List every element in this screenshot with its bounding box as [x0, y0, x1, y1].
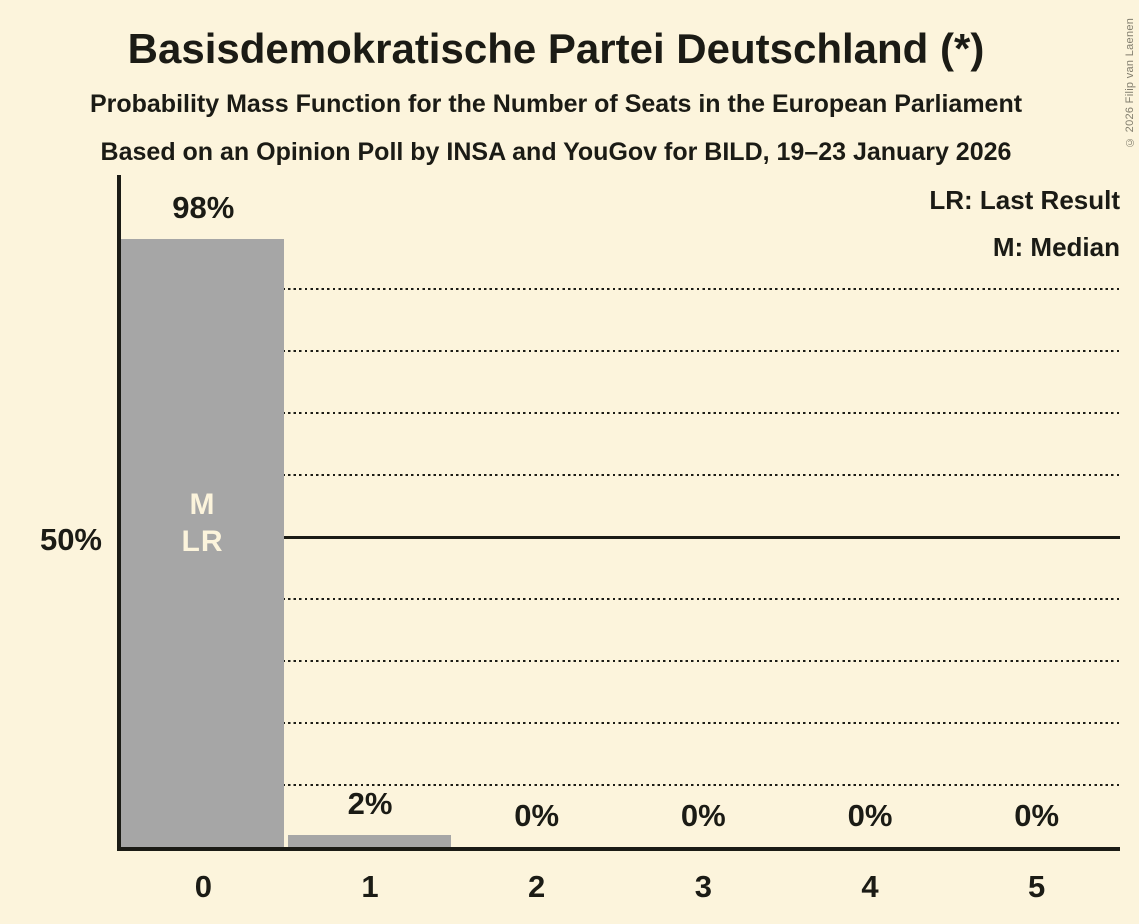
x-tick-label: 1	[361, 869, 379, 904]
gridline-dotted	[120, 598, 1120, 601]
bar	[121, 239, 284, 847]
gridline-dotted	[120, 722, 1120, 725]
x-tick-label: 0	[194, 869, 212, 904]
annotation-line: M	[189, 488, 216, 521]
x-tick-label: 2	[528, 869, 546, 904]
median-last-result-annotation: M LR	[121, 486, 284, 560]
gridline-dotted	[120, 474, 1120, 477]
bar-value-label: 0%	[847, 798, 893, 833]
bar	[287, 834, 451, 847]
annotation-line: LR	[181, 525, 224, 558]
gridline-dotted	[120, 660, 1120, 663]
gridline-50pct-solid	[120, 535, 1120, 539]
chart-title: Basisdemokratische Partei Deutschland (*…	[127, 25, 985, 72]
x-tick-label: 5	[1028, 869, 1046, 904]
y-axis-line	[117, 175, 121, 850]
legend-median: M: Median	[992, 232, 1120, 262]
bar-value-label: 0%	[1014, 798, 1060, 833]
x-axis-line	[117, 847, 1120, 851]
gridline-dotted	[120, 288, 1120, 291]
chart-subtitle: Probability Mass Function for the Number…	[89, 90, 1023, 118]
gridline-dotted	[120, 350, 1120, 353]
chart-source-line: Based on an Opinion Poll by INSA and You…	[100, 138, 1012, 166]
gridline-dotted	[120, 412, 1120, 415]
bar-value-label: 98%	[172, 190, 235, 226]
x-tick-label: 3	[694, 869, 712, 904]
legend-last-result: LR: Last Result	[929, 185, 1120, 215]
gridline-dotted	[120, 784, 1120, 787]
y-axis-50pct-label: 50%	[39, 522, 102, 557]
bar-value-label: 0%	[680, 798, 726, 833]
bar-value-label: 0%	[514, 798, 560, 833]
bar-value-label: 2%	[347, 785, 393, 821]
x-tick-label: 4	[861, 869, 879, 904]
copyright-notice: © 2026 Filip van Laenen	[1124, 17, 1136, 148]
